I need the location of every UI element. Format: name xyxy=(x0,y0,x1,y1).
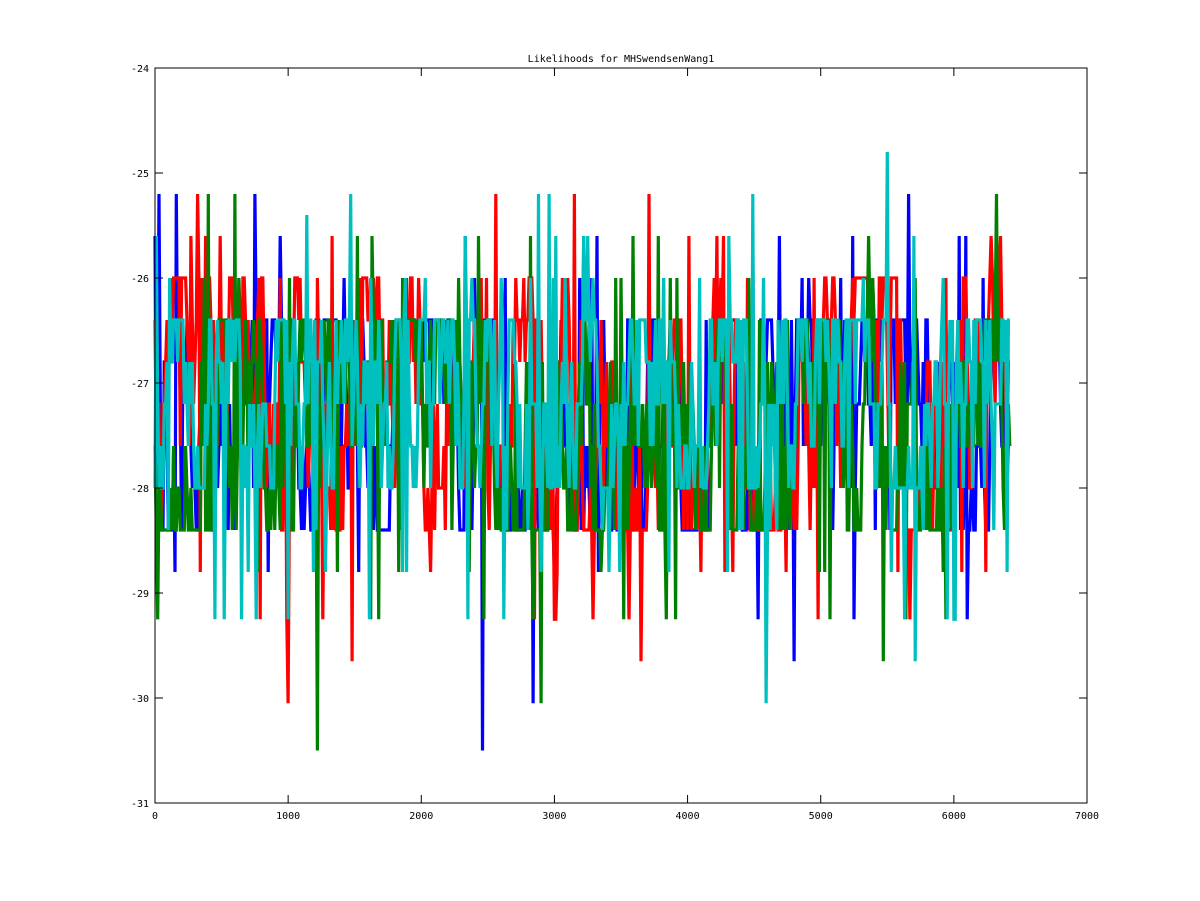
y-tick-label: -31 xyxy=(131,799,149,810)
x-tick-label: 6000 xyxy=(942,811,966,822)
x-tick-label: 5000 xyxy=(809,811,833,822)
series-line-4 xyxy=(153,151,1010,704)
series-layer xyxy=(153,151,1012,751)
x-tick-label: 1000 xyxy=(276,811,300,822)
x-tick-label: 2000 xyxy=(409,811,433,822)
y-tick-label: -25 xyxy=(131,169,149,180)
axes-frame xyxy=(154,67,1088,804)
tick-layer: 0 1000 2000 3000 4000 5000 6000 7000 -24 -25 -26 -2… xyxy=(131,64,1099,822)
y-tick-label: -30 xyxy=(131,694,149,705)
y-tick-label: -27 xyxy=(131,379,149,390)
x-tick-label: 7000 xyxy=(1075,811,1099,822)
x-tick-label: 3000 xyxy=(542,811,566,822)
y-tick-label: -24 xyxy=(131,64,149,75)
chart-title: Likelihoods for MHSwendsenWang1 xyxy=(528,54,715,65)
x-tick-label: 4000 xyxy=(676,811,700,822)
x-tick-label: 0 xyxy=(152,811,158,822)
y-tick-label: -26 xyxy=(131,274,149,285)
y-tick-label: -28 xyxy=(131,484,149,495)
y-tick-label: -29 xyxy=(131,589,149,600)
